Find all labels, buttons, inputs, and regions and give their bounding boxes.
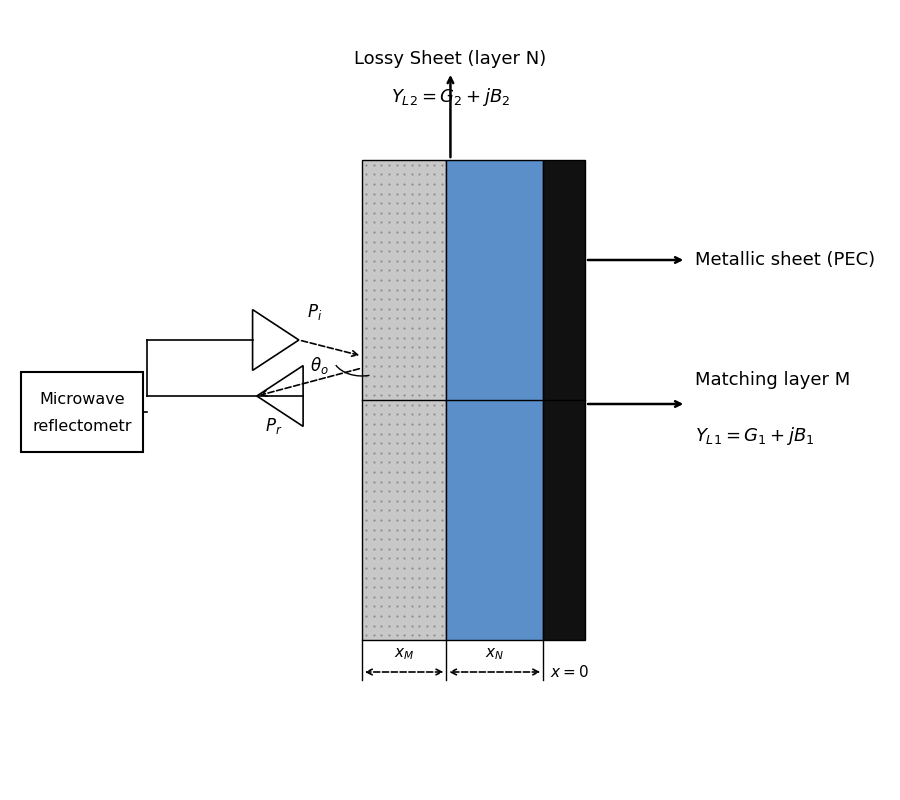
Bar <box>446 160 543 640</box>
Text: Lossy Sheet (layer N): Lossy Sheet (layer N) <box>355 50 546 68</box>
Text: $P_i$: $P_i$ <box>307 302 322 322</box>
Text: $x_M$: $x_M$ <box>394 646 414 662</box>
Text: $P_r$: $P_r$ <box>266 416 283 437</box>
Text: Matching layer M: Matching layer M <box>695 371 850 389</box>
Bar <box>543 160 585 640</box>
Text: $\theta_o$: $\theta_o$ <box>310 355 328 377</box>
Bar <box>362 160 446 640</box>
Text: $x_N$: $x_N$ <box>485 646 504 662</box>
Text: $Y_{L2} = G_2 + jB_2$: $Y_{L2} = G_2 + jB_2$ <box>391 86 510 108</box>
Text: Microwave: Microwave <box>40 393 125 407</box>
Text: $x = 0$: $x = 0$ <box>550 664 589 680</box>
Text: reflectometr: reflectometr <box>32 419 131 434</box>
Text: $Y_{L1} = G_1 + jB_1$: $Y_{L1} = G_1 + jB_1$ <box>695 425 814 447</box>
Text: Metallic sheet (PEC): Metallic sheet (PEC) <box>695 251 875 269</box>
Bar <box>21 372 143 452</box>
